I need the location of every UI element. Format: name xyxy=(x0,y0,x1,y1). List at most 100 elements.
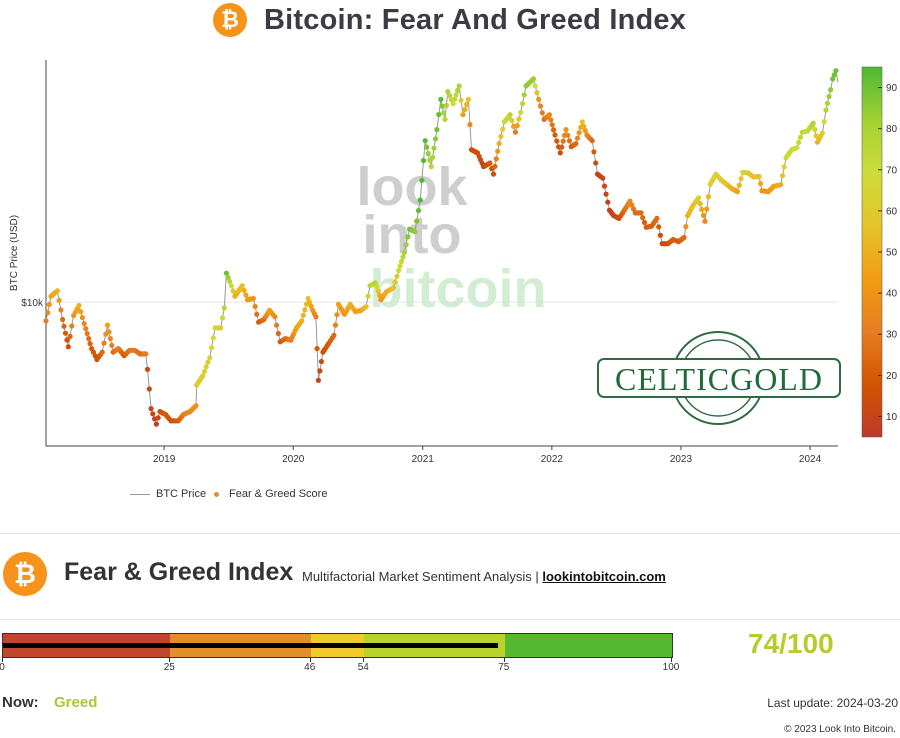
score-point xyxy=(601,183,608,189)
score-point xyxy=(557,150,563,156)
now-sentiment: Greed xyxy=(54,694,98,711)
score-point xyxy=(458,97,464,103)
score-point xyxy=(452,96,458,102)
score-point xyxy=(54,288,60,294)
score-point xyxy=(300,312,306,318)
score-point xyxy=(826,93,832,100)
score-point xyxy=(228,283,234,289)
score-point xyxy=(412,229,418,235)
gauge-tick xyxy=(309,658,311,662)
score-point xyxy=(683,224,689,230)
score-point xyxy=(467,122,473,128)
score-point xyxy=(274,322,280,328)
colorbar-tick-label: 60 xyxy=(886,206,898,217)
score-point xyxy=(87,341,93,347)
score-point xyxy=(144,366,151,372)
score-point xyxy=(390,285,396,291)
score-point xyxy=(374,284,380,290)
legend-fear-greed-score[interactable]: Fear & Greed Score xyxy=(214,488,327,500)
score-point xyxy=(465,96,471,102)
score-point xyxy=(512,129,519,135)
score-point xyxy=(548,117,554,123)
score-point xyxy=(441,110,447,116)
score-point xyxy=(462,107,468,113)
colorbar-tick-label: 10 xyxy=(886,412,898,423)
score-point xyxy=(81,321,87,327)
score-point xyxy=(700,212,707,218)
score-point xyxy=(514,123,520,129)
score-point xyxy=(734,189,741,195)
lookintobitcoin-link[interactable]: lookintobitcoin.com xyxy=(542,569,666,584)
score-point xyxy=(425,151,431,157)
score-point xyxy=(450,101,456,107)
watermark-text: bitcoin xyxy=(370,259,547,319)
bitcoin-icon: ₿ xyxy=(213,3,247,37)
score-point xyxy=(252,303,258,309)
score-point xyxy=(704,206,710,212)
score-point xyxy=(84,331,90,337)
score-point xyxy=(812,126,818,133)
score-point xyxy=(603,191,609,197)
score-point xyxy=(552,132,558,138)
score-point xyxy=(221,305,227,311)
score-point xyxy=(143,351,149,357)
score-point xyxy=(500,126,506,132)
score-needle xyxy=(3,643,499,648)
score-point xyxy=(702,218,708,224)
score-point xyxy=(76,302,82,309)
score-point xyxy=(223,270,229,276)
score-point xyxy=(629,202,635,208)
score-point xyxy=(591,149,597,155)
score-point xyxy=(536,96,542,102)
gauge-tick-label: 54 xyxy=(357,662,369,673)
subtitle-text: Multifactorial Market Sentiment Analysis… xyxy=(302,569,539,584)
score-point xyxy=(392,279,398,285)
score-point xyxy=(153,421,159,427)
score-point xyxy=(334,312,340,318)
score-point xyxy=(422,138,428,144)
score-point xyxy=(823,107,829,113)
score-point xyxy=(539,110,545,116)
score-point xyxy=(736,182,742,188)
celticgold-text: CELTICGOLD xyxy=(615,361,823,397)
score-point xyxy=(810,120,816,126)
score-point xyxy=(563,127,569,133)
score-point xyxy=(239,283,245,289)
score-point xyxy=(394,273,400,279)
x-tick-label: 2019 xyxy=(153,454,176,465)
score-point xyxy=(605,199,611,205)
score-point xyxy=(447,93,453,99)
score-point xyxy=(405,234,411,240)
score-point xyxy=(833,68,839,74)
score-point xyxy=(104,322,111,328)
colorbar-tick-label: 70 xyxy=(886,165,898,176)
score-point xyxy=(546,112,553,118)
score-point xyxy=(302,307,308,313)
copyright: © 2023 Look Into Bitcoin. xyxy=(784,724,896,735)
score-point xyxy=(453,92,459,98)
score-point xyxy=(824,100,831,106)
score-point xyxy=(363,304,369,310)
legend-btc-price[interactable]: BTC Price xyxy=(130,488,206,500)
score-point xyxy=(498,133,504,139)
score-point xyxy=(64,337,70,343)
score-point xyxy=(210,335,216,341)
score-point xyxy=(61,323,67,329)
score-point xyxy=(230,288,236,294)
score-point xyxy=(83,326,89,332)
score-point xyxy=(600,175,606,181)
section-divider xyxy=(0,533,900,534)
score-point xyxy=(579,119,585,125)
score-point xyxy=(554,138,560,144)
score-point xyxy=(225,274,231,280)
x-tick-label: 2023 xyxy=(670,454,693,465)
score-point xyxy=(828,87,834,93)
score-point xyxy=(219,315,226,321)
score-point xyxy=(696,195,702,201)
score-point xyxy=(654,215,660,221)
score-point xyxy=(518,109,524,115)
score-point xyxy=(456,83,462,89)
score-point xyxy=(756,173,762,180)
score-point xyxy=(638,210,644,216)
score-point xyxy=(439,103,445,109)
